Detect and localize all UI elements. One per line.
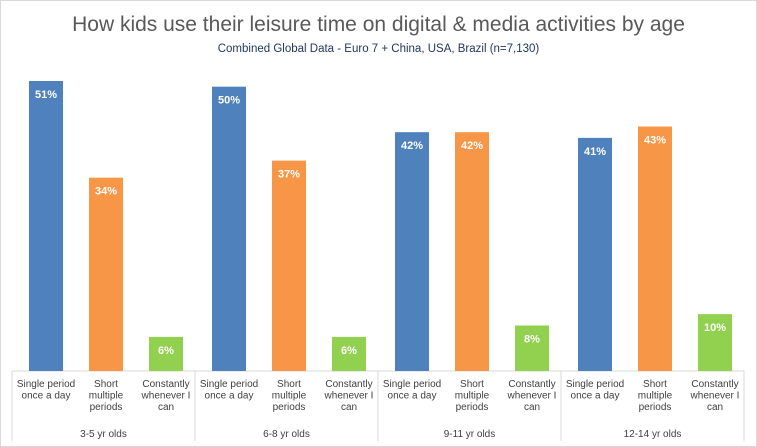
data-label: 41% (584, 146, 606, 158)
data-label: 6% (158, 345, 174, 357)
category-label: Short (277, 379, 301, 390)
bar (332, 336, 366, 371)
category-label: whenever I (507, 391, 557, 402)
group-label: 3-5 yr olds (80, 429, 127, 440)
category-label: multiple (638, 391, 673, 402)
data-label: 6% (341, 345, 357, 357)
bar (272, 160, 306, 371)
bar (578, 137, 612, 371)
category-label: once a day (22, 391, 71, 402)
category-label: Constantly (142, 379, 189, 390)
bar (89, 177, 123, 371)
data-label: 8% (524, 334, 540, 346)
category-label: Single period (566, 379, 624, 390)
category-label: can (341, 402, 357, 413)
bar (698, 314, 732, 371)
category-label: can (707, 402, 723, 413)
category-label: multiple (272, 391, 307, 402)
group-label: 6-8 yr olds (263, 429, 310, 440)
category-label: can (158, 402, 174, 413)
bar (638, 126, 672, 371)
data-label: 42% (401, 140, 423, 152)
data-label: 51% (35, 89, 57, 101)
group-label: 12-14 yr olds (624, 429, 682, 440)
data-label: 50% (218, 95, 240, 107)
category-label: periods (273, 402, 306, 413)
data-label: 42% (461, 140, 483, 152)
category-label: Single period (200, 379, 258, 390)
category-label: Constantly (691, 379, 738, 390)
data-label: 37% (278, 169, 300, 181)
category-label: periods (456, 402, 489, 413)
category-label: once a day (571, 391, 620, 402)
category-label: whenever I (141, 391, 191, 402)
bar (515, 325, 549, 371)
category-label: Single period (383, 379, 441, 390)
category-label: periods (639, 402, 672, 413)
bar (212, 86, 246, 371)
category-label: multiple (89, 391, 124, 402)
category-label: can (524, 402, 540, 413)
bar (149, 336, 183, 371)
category-label: Single period (17, 379, 75, 390)
group-label: 9-11 yr olds (444, 429, 496, 440)
category-label: periods (90, 402, 123, 413)
chart-subtitle: Combined Global Data - Euro 7 + China, U… (217, 43, 540, 55)
category-label: multiple (455, 391, 490, 402)
category-label: once a day (388, 391, 437, 402)
chart-title: How kids use their leisure time on digit… (72, 13, 685, 36)
category-label: whenever I (690, 391, 740, 402)
bar (29, 81, 63, 371)
category-label: Constantly (508, 379, 555, 390)
category-label: Short (94, 379, 118, 390)
category-label: Constantly (325, 379, 372, 390)
data-label: 34% (95, 186, 117, 198)
data-label: 10% (704, 322, 726, 334)
bar (455, 132, 489, 371)
data-label: 43% (644, 134, 666, 146)
bar (395, 132, 429, 371)
category-label: Short (460, 379, 484, 390)
category-label: whenever I (324, 391, 374, 402)
category-label: once a day (205, 391, 254, 402)
category-label: Short (643, 379, 667, 390)
